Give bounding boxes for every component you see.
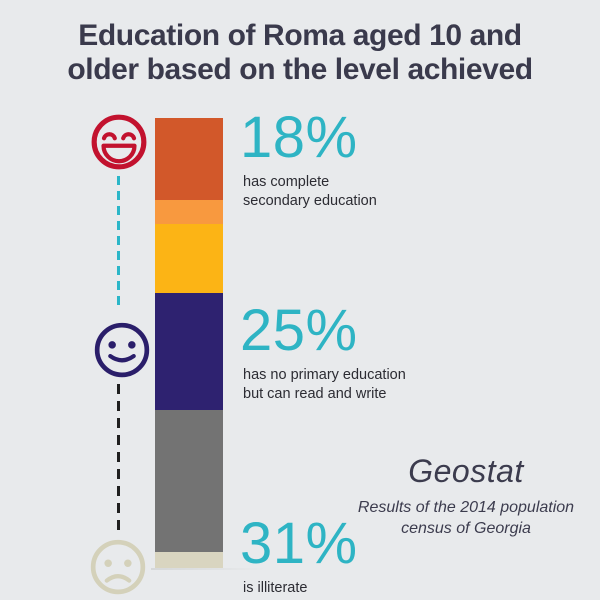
percent-description: has complete secondary education [243, 174, 377, 209]
callout-complete-secondary: 18% has complete secondary education [240, 105, 377, 211]
percent-description: has no primary education but can read an… [243, 367, 406, 402]
bar-baseline [151, 568, 266, 570]
bar-segment-unlabeled-upper-1 [155, 200, 223, 224]
percent-value: 18% [240, 105, 358, 170]
bar-segment-unlabeled-bottom [155, 552, 223, 568]
percent-value: 31% [240, 511, 358, 576]
page-title-line1: Education of Roma aged 10 and [78, 19, 522, 52]
bar-segment-no-primary-literate [155, 293, 223, 410]
smiling-face-icon [92, 320, 152, 380]
laughing-face-icon [89, 112, 149, 172]
bar-segment-unlabeled-upper-2 [155, 224, 223, 293]
source-name: Geostat [408, 453, 524, 489]
sad-face-icon [88, 537, 148, 597]
dashed-connector-cyan [117, 176, 120, 308]
callout-no-primary-literate: 25% has no primary education but can rea… [240, 298, 406, 404]
percent-description: is illiterate [243, 580, 308, 596]
bar-segment-complete-secondary [155, 118, 223, 200]
source-attribution: Geostat Results of the 2014 population c… [340, 452, 592, 539]
stacked-bar [155, 118, 223, 568]
page-title-line2: older based on the level achieved [67, 53, 533, 86]
bar-segment-illiterate [155, 410, 223, 552]
callout-illiterate: 31% is illiterate [240, 511, 358, 598]
percent-value: 25% [240, 298, 358, 363]
page-title: Education of Roma aged 10 and older base… [0, 19, 600, 87]
source-note: Results of the 2014 population census of… [357, 499, 575, 537]
dashed-connector-dark [117, 384, 120, 536]
